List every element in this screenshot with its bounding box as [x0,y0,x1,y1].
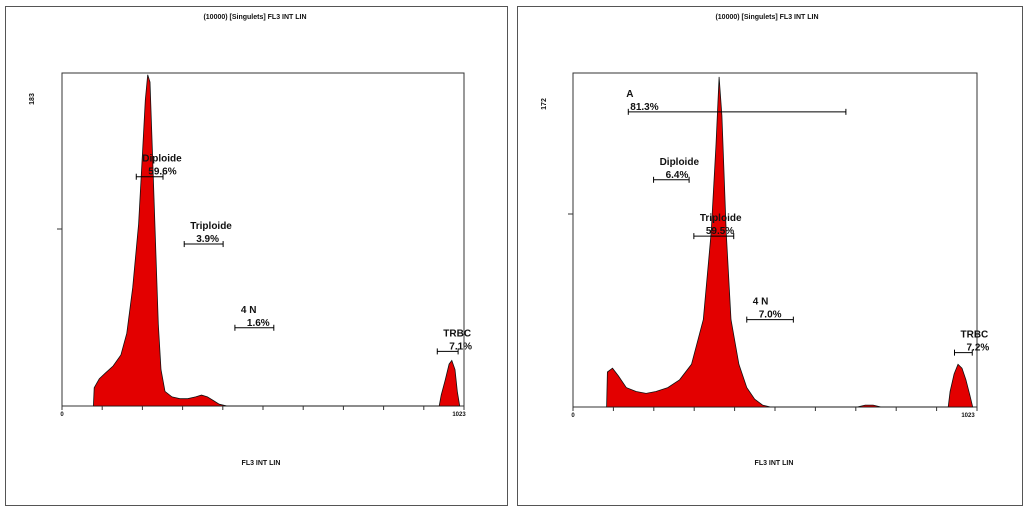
axis-ticks [568,213,978,411]
axis-ticks [57,228,465,410]
gate-name-label: TRBC [443,328,471,339]
x-min-tick-label: 0 [60,412,64,418]
gate-markers: A 81.3% Diploide 6.4% Triploide 59.5% 4 N 7.0% T… [626,89,989,356]
gate-name-label: 4 N [241,305,257,316]
histogram-panel-left: (10000) [Singulets] FL3 INT LIN 183 Dipl… [5,6,508,506]
x-max-tick-label: 1023 [961,413,975,419]
chart-title: (10000) [Singulets] FL3 INT LIN [715,14,818,21]
gate-4-n: 4 N 1.6% [234,305,275,331]
gate-percent-label: 59.6% [148,167,176,178]
gate-name-label: Diploide [142,154,182,165]
y-max-tick-label: 183 [29,93,36,105]
gate-a: A 81.3% [626,89,847,115]
gate-name-label: A [626,89,633,100]
gate-name-label: 4 N [753,297,769,308]
gate-name-label: Triploide [190,221,232,232]
gate-4-n: 4 N 7.0% [746,297,794,323]
x-axis-label: FL3 INT LIN [755,460,794,467]
histogram-area [606,76,974,408]
gate-percent-label: 3.9% [196,234,219,245]
histogram-chart-left: (10000) [Singulets] FL3 INT LIN 183 Dipl… [29,14,472,467]
gate-markers: Diploide 59.6% Triploide 3.9% 4 N 1.6% TRBC 7.1… [135,154,472,355]
y-max-tick-label: 172 [541,98,548,110]
histogram-area [92,74,461,407]
gate-percent-label: 6.4% [666,170,689,181]
gate-percent-label: 81.3% [630,102,658,113]
histogram-panel-right: (10000) [Singulets] FL3 INT LIN 172 A 81.… [517,6,1023,506]
gate-diploide: Diploide 59.6% [135,154,182,180]
gate-percent-label: 7.1% [449,341,472,352]
gate-percent-label: 1.6% [247,318,270,329]
gate-percent-label: 7.2% [966,343,989,354]
gate-percent-label: 59.5% [706,226,734,237]
gate-trbc: TRBC 7.2% [953,330,989,356]
gate-trbc: TRBC 7.1% [436,328,472,355]
gate-diploide: Diploide 6.4% [653,157,700,183]
gate-triploide: Triploide 59.5% [693,213,742,240]
plot-frame [572,72,978,408]
x-axis-label: FL3 INT LIN [242,460,281,467]
histogram-chart-right: (10000) [Singulets] FL3 INT LIN 172 A 81.… [541,14,989,467]
gate-name-label: TRBC [960,330,988,341]
gate-name-label: Diploide [660,157,700,168]
gate-triploide: Triploide 3.9% [183,221,232,248]
chart-title: (10000) [Singulets] FL3 INT LIN [203,14,306,21]
x-min-tick-label: 0 [571,413,575,419]
gate-percent-label: 7.0% [759,310,782,321]
gate-name-label: Triploide [700,213,742,224]
x-max-tick-label: 1023 [452,412,466,418]
